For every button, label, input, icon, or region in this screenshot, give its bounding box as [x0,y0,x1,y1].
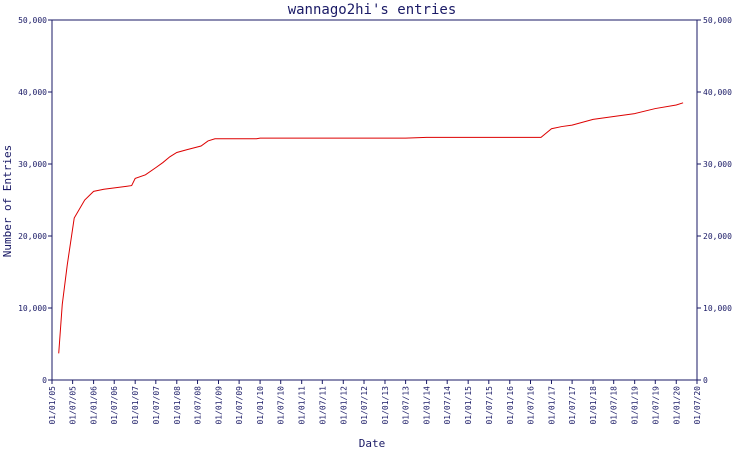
y-tick-label-left: 50,000 [18,16,47,25]
x-tick-label: 01/07/15 [485,386,494,425]
x-tick-label: 01/07/19 [651,386,660,425]
x-tick-label: 01/07/13 [402,386,411,425]
y-axis-ticks: 0 0 10,000 10,000 20,000 20,000 30,000 30,000 40… [18,16,732,385]
x-tick-label: 01/07/09 [235,386,244,425]
x-tick-label: 01/01/11 [298,386,307,425]
x-axis-title: Date [359,437,386,450]
x-tick-label: 01/01/05 [48,386,57,425]
y-tick-label-right: 10,000 [703,304,732,313]
x-tick-label: 01/07/12 [360,386,369,425]
series-line-entries [58,102,684,354]
x-tick-label: 01/07/17 [568,386,577,425]
x-tick-label: 01/01/12 [339,386,348,425]
y-tick-label-right: 20,000 [703,232,732,241]
x-tick-label: 01/07/20 [693,386,702,425]
x-tick-label: 01/01/09 [214,386,223,425]
y-tick-label-right: 50,000 [703,16,732,25]
x-tick-label: 01/01/19 [631,386,640,425]
y-tick-label-left: 0 [42,376,47,385]
x-tick-label: 01/01/18 [589,386,598,425]
y-tick-label-right: 30,000 [703,160,732,169]
y-tick-label-left: 30,000 [18,160,47,169]
x-tick-label: 01/07/11 [318,386,327,425]
x-tick-label: 01/01/07 [131,386,140,425]
y-tick-label-left: 10,000 [18,304,47,313]
y-tick-label-left: 20,000 [18,232,47,241]
x-tick-label: 01/07/10 [277,386,286,425]
x-tick-label: 01/01/08 [173,386,182,425]
x-tick-label: 01/07/16 [527,386,536,425]
x-tick-label: 01/01/15 [464,386,473,425]
x-axis-ticks: 01/01/05 01/07/05 01/01/06 01/07/06 01/01/07… [48,380,702,425]
y-tick-label-right: 40,000 [703,88,732,97]
x-tick-label: 01/01/10 [256,386,265,425]
x-tick-label: 01/07/08 [194,386,203,425]
axes [51,19,698,381]
x-tick-label: 01/01/16 [506,386,515,425]
y-axis-title: Number of Entries [1,145,14,258]
x-tick-label: 01/01/20 [672,386,681,425]
x-tick-label: 01/07/06 [110,386,119,425]
x-tick-label: 01/01/17 [547,386,556,425]
chart-title: wannago2hi's entries [288,2,457,18]
x-tick-label: 01/07/18 [610,386,619,425]
x-tick-label: 01/01/06 [90,386,99,425]
x-tick-label: 01/07/07 [152,386,161,425]
x-tick-label: 01/01/14 [423,386,432,425]
y-tick-label-right: 0 [703,376,708,385]
x-tick-label: 01/07/05 [69,386,78,425]
series-group [58,102,684,354]
y-tick-label-left: 40,000 [18,88,47,97]
x-tick-label: 01/01/13 [381,386,390,425]
x-tick-label: 01/07/14 [443,386,452,425]
